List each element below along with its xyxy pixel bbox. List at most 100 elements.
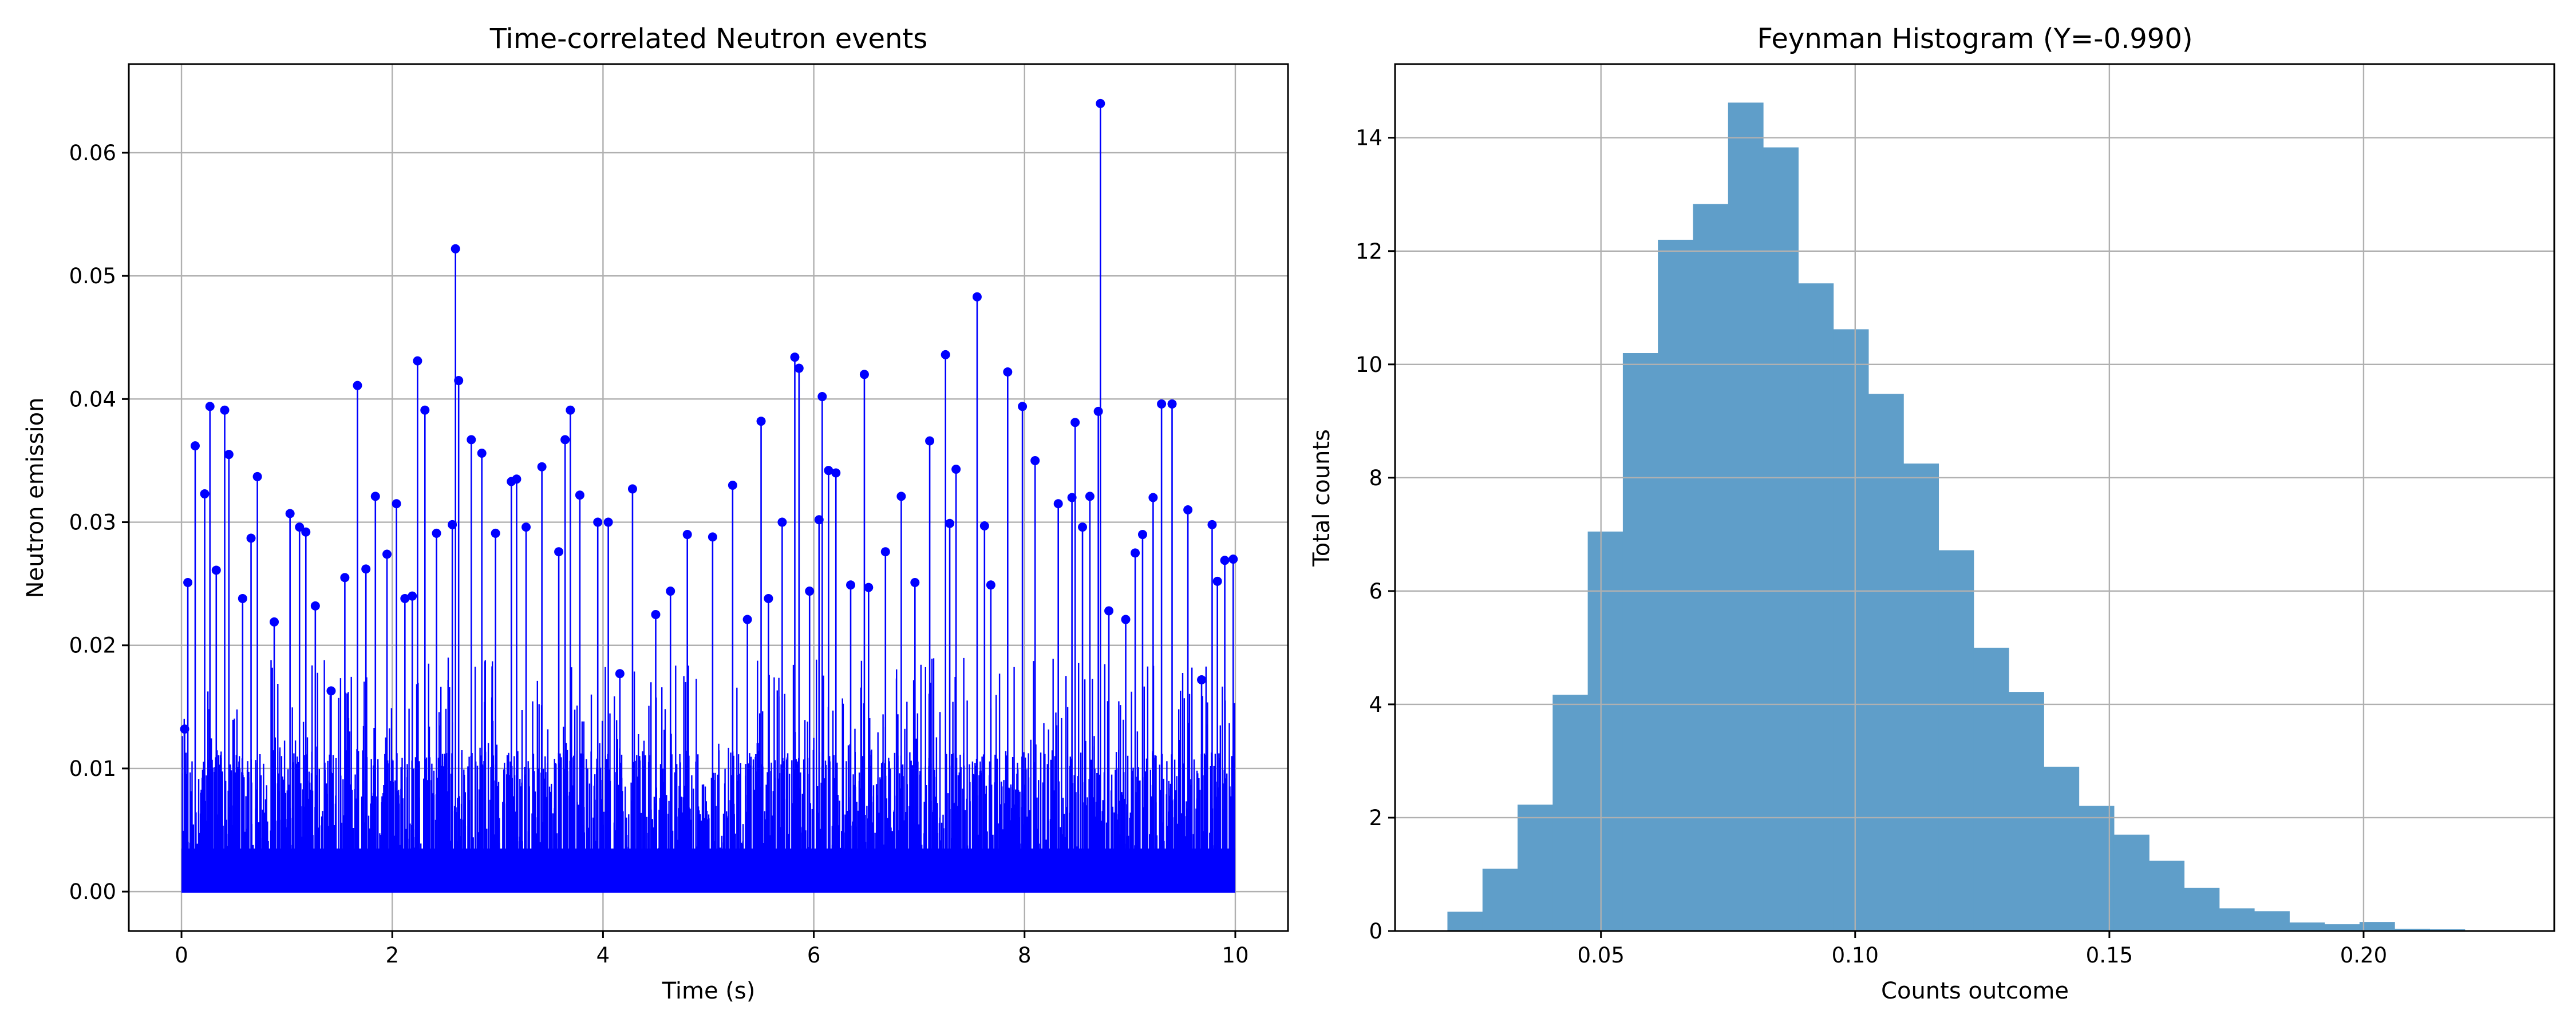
neutron-event-marker (682, 530, 692, 540)
neutron-event-marker (651, 609, 661, 619)
feynman-histogram-x-ticks: 0.05 0.10 0.15 0.20 (1578, 931, 2387, 968)
histogram-bar (1973, 647, 2009, 931)
neutron-event-marker (1131, 548, 1140, 558)
neutron-events-y-ticks: 0.00 0.01 0.02 0.03 0.04 0.05 0.06 (69, 141, 129, 904)
histogram-bar (2289, 922, 2325, 931)
neutron-event-marker (454, 376, 464, 386)
neutron-event-marker (1067, 493, 1077, 502)
neutron-event-marker (211, 565, 221, 575)
neutron-events-x-tick-label: 6 (807, 943, 821, 968)
neutron-event-marker (491, 528, 500, 538)
neutron-events-y-tick-label: 0.03 (69, 510, 116, 535)
neutron-event-marker (382, 549, 392, 559)
neutron-event-marker (790, 352, 800, 362)
neutron-event-marker (270, 617, 279, 627)
neutron-event-marker (190, 441, 200, 451)
neutron-event-marker (285, 509, 295, 518)
neutron-event-marker (979, 521, 989, 530)
neutron-event-marker (824, 466, 833, 476)
feynman-histogram-y-tick-label: 2 (1369, 806, 1382, 830)
neutron-events-x-tick-label: 2 (385, 943, 399, 968)
histogram-bar (1763, 147, 1799, 931)
feynman-histogram-bars (1447, 102, 2500, 932)
neutron-event-marker (777, 517, 787, 527)
neutron-event-marker (224, 450, 234, 459)
feynman-histogram-y-tick-label: 12 (1356, 239, 1382, 264)
neutron-event-marker (205, 402, 215, 411)
neutron-event-marker (864, 583, 874, 592)
neutron-event-marker (1137, 530, 1147, 540)
neutron-event-marker (615, 669, 625, 679)
neutron-event-marker (1228, 554, 1238, 564)
feynman-histogram-y-tick-label: 4 (1369, 692, 1382, 717)
neutron-event-marker (340, 573, 350, 583)
feynman-histogram-x-tick-label: 0.15 (2086, 943, 2133, 968)
neutron-event-marker (1018, 402, 1028, 411)
neutron-event-marker (941, 350, 950, 359)
neutron-event-marker (603, 517, 613, 527)
histogram-bar (2009, 692, 2044, 931)
neutron-event-marker (831, 468, 841, 478)
feynman-histogram-y-label: Total counts (1309, 429, 1335, 567)
feynman-histogram-y-tick-label: 14 (1356, 126, 1382, 150)
neutron-events-y-tick-label: 0.06 (69, 141, 116, 165)
neutron-event-marker (326, 686, 336, 696)
neutron-events-x-tick-label: 8 (1018, 943, 1032, 968)
neutron-event-marker (361, 564, 371, 574)
neutron-events-x-tick-label: 10 (1222, 943, 1249, 968)
histogram-bar (1658, 239, 1694, 931)
histogram-bar (1938, 550, 1974, 931)
neutron-events-y-label: Neutron emission (22, 398, 49, 599)
neutron-event-marker (180, 724, 189, 734)
histogram-bar (2254, 911, 2290, 931)
neutron-event-marker (805, 587, 815, 596)
neutron-event-marker (1053, 499, 1063, 509)
neutron-events-y-tick-label: 0.05 (69, 264, 116, 288)
neutron-event-marker (521, 522, 531, 532)
histogram-bar (2324, 924, 2360, 931)
histogram-bar (2113, 834, 2150, 931)
neutron-event-marker (575, 490, 584, 500)
neutron-event-marker (794, 363, 804, 373)
neutron-event-marker (1220, 556, 1230, 565)
neutron-event-marker (764, 593, 773, 603)
neutron-event-marker (183, 577, 193, 587)
neutron-event-marker (627, 484, 637, 494)
neutron-event-marker (1003, 367, 1013, 377)
neutron-event-marker (310, 601, 320, 611)
histogram-bar (1868, 394, 1904, 931)
neutron-event-marker (945, 518, 955, 528)
feynman-histogram-title: Feynman Histogram (Y=-0.990) (1757, 23, 2192, 55)
histogram-bar (1518, 805, 1553, 931)
feynman-histogram-x-tick-label: 0.10 (1832, 943, 1879, 968)
neutron-event-marker (1078, 522, 1088, 532)
neutron-event-marker (925, 436, 935, 446)
histogram-bar (1552, 695, 1589, 931)
neutron-event-marker (200, 489, 210, 499)
feynman-histogram-x-label: Counts outcome (1881, 978, 2069, 1004)
neutron-event-marker (1121, 615, 1131, 624)
neutron-event-marker (986, 580, 995, 590)
neutron-event-marker (1183, 505, 1193, 515)
neutron-event-marker (896, 492, 906, 501)
neutron-event-marker (477, 449, 487, 458)
neutron-event-marker (448, 520, 457, 529)
histogram-bar (1728, 102, 1764, 931)
neutron-event-marker (708, 532, 717, 542)
neutron-events-y-tick-label: 0.01 (69, 756, 116, 781)
feynman-histogram-y-tick-label: 8 (1369, 466, 1382, 490)
neutron-events-x-tick-label: 4 (596, 943, 610, 968)
neutron-event-marker (432, 528, 441, 538)
feynman-histogram-x-tick-label: 0.20 (2340, 943, 2387, 968)
neutron-event-marker (910, 577, 920, 587)
neutron-event-marker (353, 381, 362, 390)
neutron-event-marker (1212, 576, 1222, 586)
feynman-histogram-grid (1395, 64, 2554, 932)
neutron-event-marker (593, 517, 603, 527)
neutron-events-x-ticks: 0 2 4 6 8 10 (175, 931, 1249, 968)
histogram-bar (2044, 766, 2080, 931)
neutron-events-x-tick-label: 0 (175, 943, 188, 968)
neutron-events-y-tick-label: 0.04 (69, 387, 116, 411)
neutron-event-marker (252, 472, 262, 481)
